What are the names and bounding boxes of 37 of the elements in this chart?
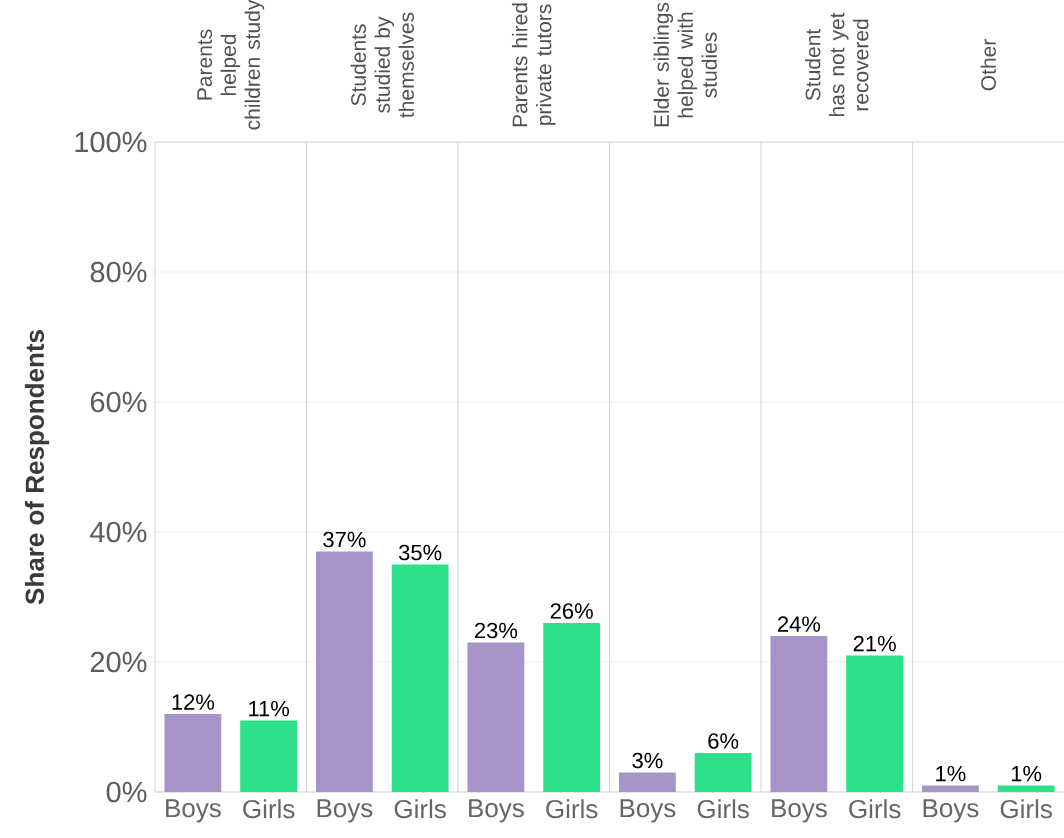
x-tick-label: Girls — [394, 799, 446, 819]
x-tick-label: Boys — [317, 799, 373, 823]
x-tick-label: Girls — [697, 799, 749, 819]
x-tick-label: Boys — [166, 799, 221, 823]
data-label: 6% — [708, 733, 739, 749]
x-tick-label: Girls — [1000, 799, 1052, 819]
data-label: 23% — [474, 622, 518, 639]
chart-title: Parents helped children study — [197, 0, 265, 130]
chart-title: Students studied by themselves — [350, 12, 414, 118]
x-tick-label: Girls — [849, 799, 901, 819]
chart-title: Student has not yet recovered — [805, 12, 869, 117]
chart-title: Parents hired private tutors — [511, 3, 556, 127]
y-tick-label: 20% — [90, 651, 147, 673]
x-tick-label: Girls — [243, 799, 295, 819]
data-label: 1% — [1011, 765, 1042, 782]
chart-title: Elder siblings helped with studies — [653, 2, 717, 127]
y-tick-label: 40% — [90, 521, 147, 543]
y-tick-label: 60% — [90, 391, 147, 413]
data-label: 37% — [323, 531, 366, 548]
y-tick-label: 100% — [75, 131, 147, 153]
y-tick-label: 80% — [90, 261, 147, 283]
y-tick-label: 0% — [106, 781, 147, 803]
data-label: 3% — [632, 752, 663, 769]
data-label: 12% — [172, 694, 215, 710]
data-label: 26% — [550, 603, 593, 619]
x-tick-label: Boys — [772, 799, 827, 823]
data-label: 24% — [777, 616, 821, 632]
y-axis-title: Share of Respondents — [24, 330, 50, 605]
x-tick-label: Boys — [620, 799, 676, 823]
x-tick-label: Boys — [923, 799, 979, 823]
data-label: 21% — [853, 635, 896, 652]
data-label: 1% — [936, 765, 966, 782]
chart-title: Other — [980, 39, 996, 91]
data-label: 35% — [398, 544, 442, 561]
x-tick-label: Boys — [469, 799, 524, 823]
x-tick-label: Girls — [546, 799, 598, 819]
data-label: 11% — [249, 700, 290, 717]
